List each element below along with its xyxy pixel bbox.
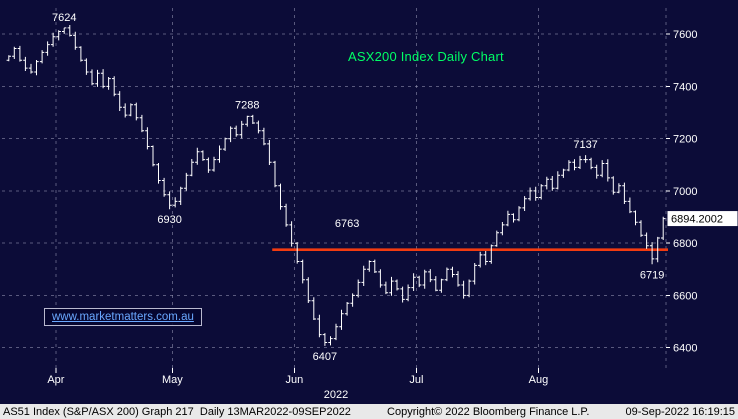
y-tick-label: 6400 bbox=[673, 343, 697, 355]
status-security-info: AS51 Index (S&P/ASX 200) Graph 217 Daily… bbox=[3, 405, 351, 418]
status-timestamp: 09-Sep-2022 16:19:15 bbox=[625, 405, 735, 418]
last-price-label: 6894.2002 bbox=[671, 214, 723, 226]
chart-title: ASX200 Index Daily Chart bbox=[348, 49, 504, 64]
price-annotation: 7624 bbox=[52, 12, 76, 24]
ohlc-bars-path bbox=[6, 25, 666, 346]
status-bar: AS51 Index (S&P/ASX 200) Graph 217 Daily… bbox=[0, 404, 738, 419]
y-axis: 7600 7400 7200 7000 6800 6600 6400 bbox=[666, 29, 697, 355]
x-axis-year-label: 2022 bbox=[324, 389, 348, 401]
level-annotation: 6763 bbox=[335, 218, 359, 230]
price-annotation: 7137 bbox=[573, 139, 597, 151]
price-chart: 7624 6930 7288 6407 7137 6719 6763 7600 7400 720… bbox=[2, 8, 738, 401]
month-label: Jul bbox=[409, 374, 423, 386]
month-label: Jun bbox=[286, 374, 304, 386]
y-tick-label: 7200 bbox=[673, 134, 697, 146]
y-tick-label: 6600 bbox=[673, 290, 697, 302]
x-axis: 2022 Apr May Jun Jul Aug bbox=[47, 368, 548, 401]
month-label: May bbox=[162, 374, 183, 386]
month-label: Apr bbox=[47, 374, 64, 386]
chart-area: 7624 6930 7288 6407 7137 6719 6763 7600 7400 720… bbox=[0, 0, 738, 404]
price-annotations: 7624 6930 7288 6407 7137 6719 6763 bbox=[52, 12, 664, 363]
price-annotation: 6930 bbox=[157, 214, 181, 226]
last-price-marker: 6894.2002 bbox=[667, 211, 738, 227]
price-bars bbox=[6, 25, 666, 346]
price-annotation: 7288 bbox=[235, 100, 259, 112]
month-label: Aug bbox=[529, 374, 549, 386]
y-tick-label: 7000 bbox=[673, 186, 697, 198]
y-tick-label: 6800 bbox=[673, 238, 697, 250]
marketmatters-link[interactable]: www.marketmatters.com.au bbox=[44, 308, 202, 326]
price-annotation: 6719 bbox=[640, 269, 664, 281]
status-copyright: Copyright© 2022 Bloomberg Finance L.P. bbox=[387, 405, 590, 418]
price-annotation: 6407 bbox=[313, 351, 337, 363]
y-tick-label: 7400 bbox=[673, 81, 697, 93]
y-tick-label: 7600 bbox=[673, 29, 697, 41]
last-price-box bbox=[667, 211, 738, 227]
